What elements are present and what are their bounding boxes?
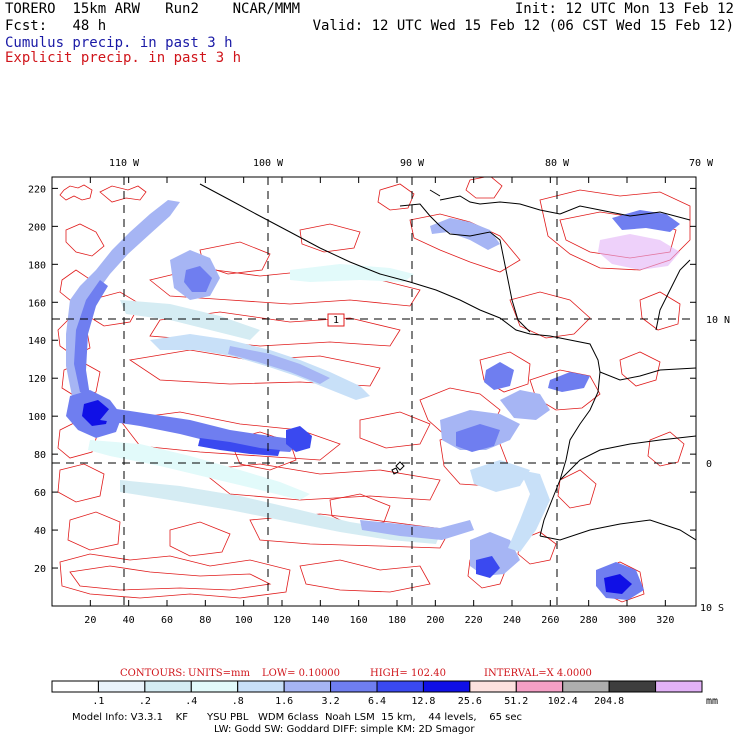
y-tick-label: 80 — [34, 450, 46, 461]
x-tick-label: 40 — [123, 615, 135, 626]
colorbar-label: 3.2 — [322, 696, 340, 707]
colorbar-cell — [51, 680, 99, 693]
colorbar-cell — [515, 680, 564, 693]
colorbar-label: 102.4 — [548, 696, 578, 707]
valid-time: Valid: 12 UTC Wed 15 Feb 12 (06 CST Wed … — [312, 18, 734, 34]
map-field: 1 — [52, 177, 696, 606]
lon-label-70w: 70 W — [689, 158, 714, 169]
init-time: Init: 12 UTC Mon 13 Feb 12 — [514, 1, 734, 17]
x-tick-label: 180 — [388, 615, 406, 626]
contour-high: HIGH= 102.40 — [370, 668, 446, 679]
cumulus-legend: Cumulus precip. in past 3 h — [5, 35, 233, 51]
y-tick-label: 200 — [28, 222, 46, 233]
tick-marks — [52, 177, 696, 606]
x-tick-label: 220 — [465, 615, 483, 626]
marker-box — [327, 313, 345, 327]
x-tick-label: 300 — [618, 615, 636, 626]
y-tick-label: 100 — [28, 412, 46, 423]
x-tick-label: 240 — [503, 615, 521, 626]
colorbar-cell — [376, 680, 424, 693]
model-name: TORERO — [5, 1, 56, 17]
run-label: Run2 — [165, 1, 199, 17]
y-tick-label: 60 — [34, 488, 46, 499]
y-tick-label: 120 — [28, 374, 46, 385]
x-tick-label: 160 — [350, 615, 368, 626]
axis-labels: 110 W 100 W 90 W 80 W 70 W 10 N 0 10 S — [109, 158, 730, 614]
lon-label-80w: 80 W — [545, 158, 570, 169]
colorbar-cell — [608, 680, 657, 693]
x-tick-label: 280 — [580, 615, 598, 626]
graticule — [52, 177, 696, 606]
colorbar-unit: mm — [706, 696, 718, 707]
coastlines — [199, 183, 696, 541]
model-info: Model Info: V3.3.1 KF YSU PBL WDM 6class… — [72, 712, 522, 723]
colorbar-cells — [51, 680, 703, 693]
y-tick-label: 140 — [28, 336, 46, 347]
x-tick-label: 140 — [311, 615, 329, 626]
resolution: 15km ARW — [72, 1, 140, 17]
x-tick-label: 20 — [84, 615, 96, 626]
contour-units: UNITS=mm — [188, 668, 250, 679]
fcst-label: Fcst: — [5, 18, 48, 34]
lon-label-100w: 100 W — [253, 158, 284, 169]
colorbar-label: 204.8 — [594, 696, 624, 707]
physics-info: LW: Godd SW: Goddard DIFF: simple KM: 2D… — [214, 724, 475, 735]
colorbar-label: .1 — [92, 696, 104, 707]
colorbar-cell — [97, 680, 146, 693]
colorbar-cell — [237, 680, 285, 693]
colorbar-cell — [655, 680, 703, 693]
cumulus-fields — [66, 200, 680, 600]
colorbar-cell — [469, 680, 517, 693]
x-tick-label: 260 — [541, 615, 559, 626]
x-tick-label: 120 — [273, 615, 291, 626]
colorbar-cell — [283, 680, 332, 693]
x-tick-label: 80 — [199, 615, 211, 626]
forecast-line: Fcst: 48 h — [5, 19, 106, 33]
colorbar-cell — [190, 680, 239, 693]
lat-label-10n: 10 N — [706, 315, 730, 326]
explicit-legend: Explicit precip. in past 3 h — [5, 50, 242, 66]
lat-label-10s: 10 S — [700, 603, 724, 614]
contour-low: LOW= 0.10000 — [262, 668, 341, 679]
y-tick-label: 20 — [34, 564, 46, 575]
y-tick-labels: 220 200 180 160 140 120 100 80 60 40 20 — [28, 184, 46, 575]
colorbar-label: .2 — [139, 696, 151, 707]
lon-label-90w: 90 W — [400, 158, 425, 169]
x-tick-label: 60 — [161, 615, 173, 626]
map-background — [52, 177, 696, 606]
colorbar-label: .8 — [232, 696, 244, 707]
y-tick-label: 220 — [28, 184, 46, 195]
map-frame — [51, 176, 697, 607]
y-tick-label: 160 — [28, 298, 46, 309]
colorbar-cell — [330, 680, 378, 693]
y-tick-label: 40 — [34, 526, 46, 537]
x-tick-label: 320 — [656, 615, 674, 626]
lat-label-eq: 0 — [706, 459, 712, 470]
colorbar-label: 25.6 — [458, 696, 482, 707]
fcst-value: 48 h — [72, 18, 107, 34]
colorbar-label: .4 — [185, 696, 197, 707]
y-tick-label: 180 — [28, 260, 46, 271]
org-label: NCAR/MMM — [232, 1, 301, 17]
colorbar: .1.2.4.8 1.6 3.2 6.4 12.8 25.6 51.2 102.4 204.8 … — [51, 680, 718, 707]
colorbar-label: 12.8 — [411, 696, 435, 707]
colorbar-label: 6.4 — [368, 696, 386, 707]
contour-interval: INTERVAL=X 4.0000 — [484, 668, 592, 679]
colorbar-label: 51.2 — [504, 696, 528, 707]
colorbar-cell — [144, 680, 192, 693]
colorbar-label: 1.6 — [275, 696, 293, 707]
colorbar-cell — [422, 680, 471, 693]
contour-label: CONTOURS: — [120, 668, 186, 679]
lon-label-110w: 110 W — [109, 158, 140, 169]
x-tick-label: 100 — [235, 615, 253, 626]
x-tick-label: 200 — [426, 615, 444, 626]
colorbar-cell — [562, 680, 610, 693]
x-tick-labels: 20 40 60 80 100 120 140 160 180 200 220 240 260 280 30… — [84, 615, 674, 626]
marker-label: 1 — [333, 315, 339, 326]
title-line: TORERO 15km ARW Run2 NCAR/MMM — [5, 2, 300, 16]
colorbar-labels: .1 .2 .4 .8 1.6 3.2 6.4 12.8 25.6 51.2 102.4 204.8 — [92, 696, 624, 707]
